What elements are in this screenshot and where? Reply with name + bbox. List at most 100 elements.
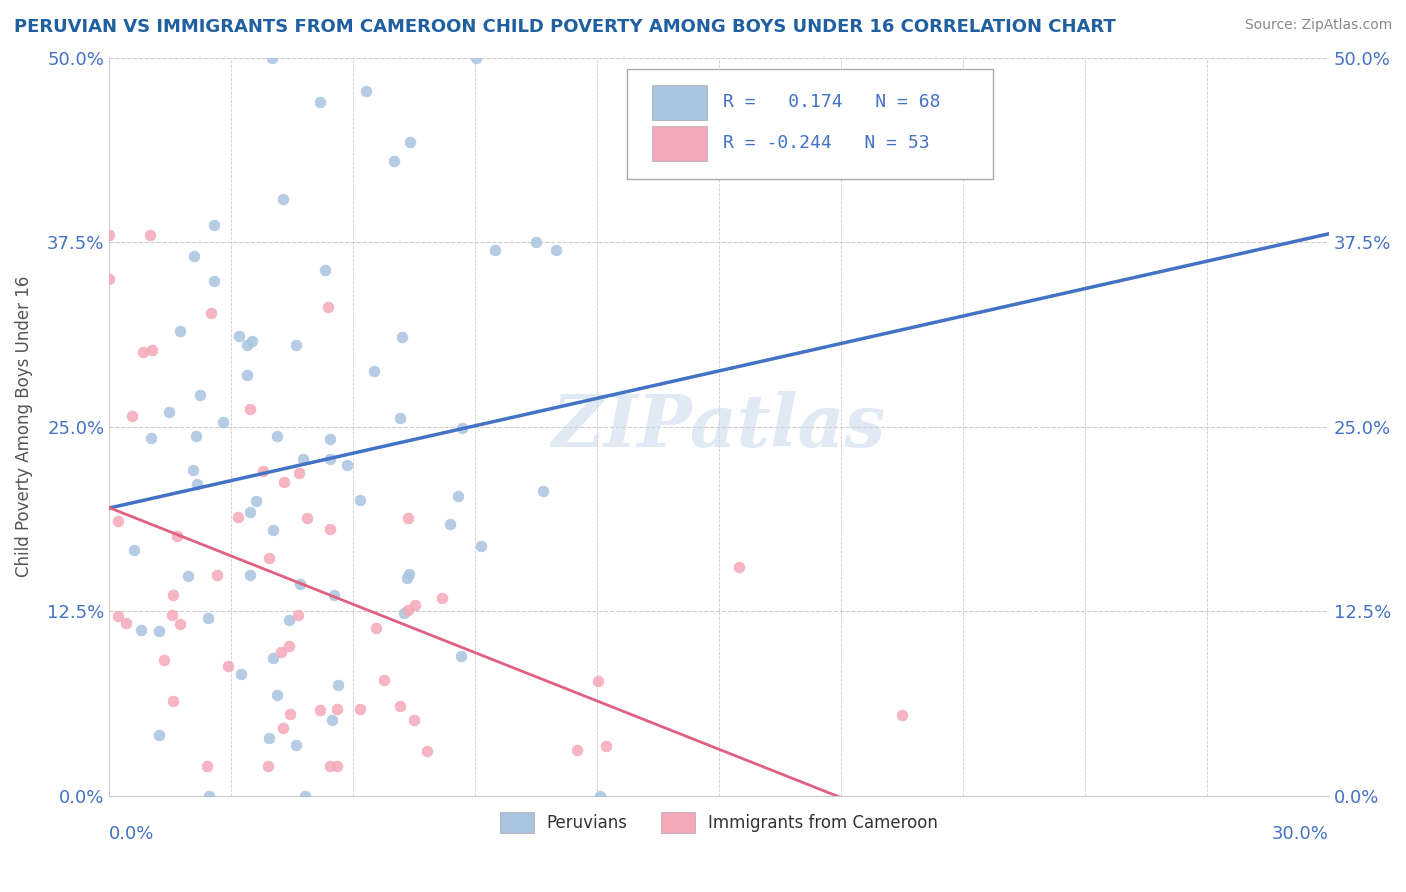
Point	[169, 324, 191, 338]
Point	[595, 739, 617, 753]
Point	[321, 714, 343, 728]
Point	[278, 613, 301, 627]
Point	[239, 568, 262, 582]
Point	[294, 789, 316, 803]
Point	[245, 494, 267, 508]
Point	[284, 338, 307, 352]
Point	[132, 344, 155, 359]
Point	[107, 609, 129, 624]
Point	[181, 463, 204, 477]
Point	[392, 607, 415, 621]
Point	[278, 706, 301, 721]
Point	[531, 484, 554, 499]
Point	[322, 588, 344, 602]
Point	[546, 243, 568, 257]
Point	[395, 571, 418, 585]
Point	[270, 645, 292, 659]
Point	[349, 702, 371, 716]
Point	[388, 698, 411, 713]
Point	[262, 524, 284, 538]
Point	[373, 673, 395, 687]
Point	[238, 401, 260, 416]
Point	[890, 707, 912, 722]
Point	[98, 272, 121, 286]
Point	[236, 337, 259, 351]
Point	[98, 227, 121, 242]
Point	[197, 610, 219, 624]
Point	[211, 416, 233, 430]
Point	[451, 421, 474, 435]
Point	[122, 543, 145, 558]
Text: 30.0%: 30.0%	[1272, 825, 1329, 843]
Point	[287, 607, 309, 622]
Point	[388, 411, 411, 425]
Point	[363, 364, 385, 378]
Point	[200, 306, 222, 320]
Point	[202, 219, 225, 233]
Point	[382, 154, 405, 169]
Point	[107, 514, 129, 528]
Point	[162, 694, 184, 708]
FancyBboxPatch shape	[627, 69, 994, 179]
Point	[288, 577, 311, 591]
Point	[160, 607, 183, 622]
Point	[391, 329, 413, 343]
Point	[256, 759, 278, 773]
Point	[314, 262, 336, 277]
Point	[229, 666, 252, 681]
Text: R =   0.174   N = 68: R = 0.174 N = 68	[723, 93, 941, 111]
Point	[586, 673, 609, 688]
Point	[319, 759, 342, 773]
Point	[402, 713, 425, 727]
Point	[239, 506, 262, 520]
Point	[184, 429, 207, 443]
Point	[157, 404, 180, 418]
Point	[356, 84, 378, 98]
Point	[235, 368, 257, 382]
Point	[202, 274, 225, 288]
Point	[404, 598, 426, 612]
Point	[484, 243, 506, 257]
Point	[273, 475, 295, 489]
Point	[169, 616, 191, 631]
Point	[188, 388, 211, 402]
Text: Source: ZipAtlas.com: Source: ZipAtlas.com	[1244, 18, 1392, 32]
Point	[271, 721, 294, 735]
Point	[226, 509, 249, 524]
Point	[252, 464, 274, 478]
Point	[288, 467, 311, 481]
FancyBboxPatch shape	[652, 85, 707, 120]
Point	[326, 702, 349, 716]
Point	[148, 624, 170, 638]
Point	[218, 659, 240, 673]
Text: ZIPatlas: ZIPatlas	[553, 392, 886, 462]
Point	[176, 569, 198, 583]
Point	[464, 52, 486, 66]
Point	[148, 727, 170, 741]
Point	[166, 528, 188, 542]
Point	[139, 227, 162, 242]
Point	[336, 458, 359, 472]
Point	[271, 192, 294, 206]
Text: R = -0.244   N = 53: R = -0.244 N = 53	[723, 134, 929, 152]
Point	[318, 300, 340, 314]
Point	[319, 452, 342, 467]
Point	[439, 516, 461, 531]
Point	[416, 743, 439, 757]
Point	[228, 328, 250, 343]
Point	[152, 653, 174, 667]
Point	[139, 432, 162, 446]
Point	[186, 477, 208, 491]
Point	[291, 451, 314, 466]
Point	[260, 51, 283, 65]
Point	[277, 639, 299, 653]
Point	[198, 789, 221, 803]
Point	[524, 235, 547, 250]
Point	[129, 624, 152, 638]
Point	[266, 429, 288, 443]
Point	[308, 703, 330, 717]
Point	[326, 678, 349, 692]
Point	[295, 511, 318, 525]
Point	[205, 567, 228, 582]
Point	[589, 789, 612, 803]
